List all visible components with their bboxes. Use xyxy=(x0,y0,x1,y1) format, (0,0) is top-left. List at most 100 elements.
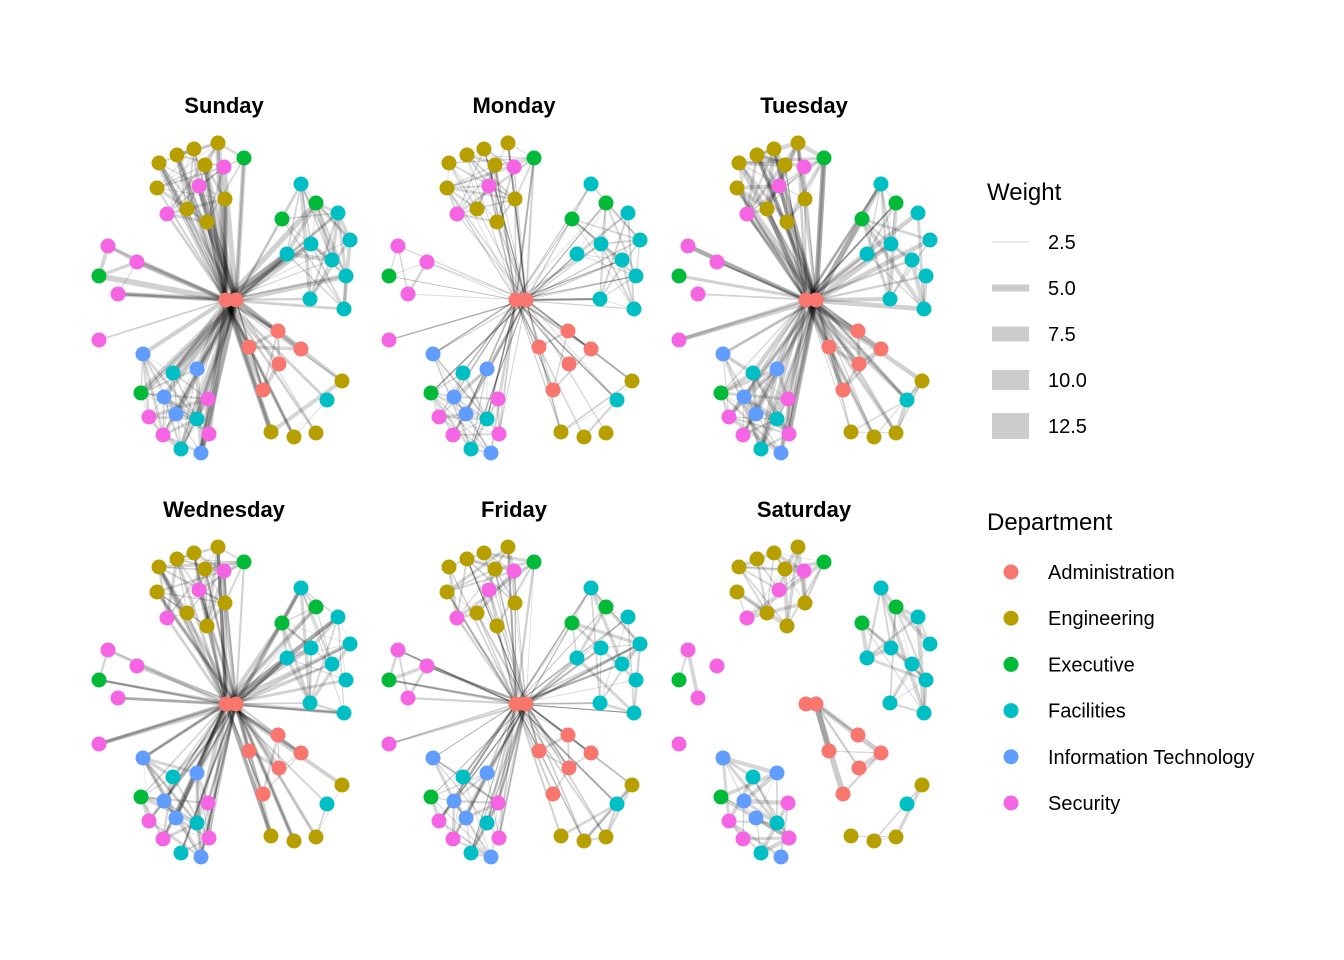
edge xyxy=(141,757,203,858)
edge xyxy=(525,561,535,705)
department-legend-title: Department xyxy=(987,509,1113,536)
edge xyxy=(815,299,875,438)
node xyxy=(816,150,832,166)
department-legend-key xyxy=(1003,703,1019,719)
edge xyxy=(525,642,641,706)
panel-title: Friday xyxy=(481,497,548,522)
node xyxy=(149,180,165,196)
edge xyxy=(576,253,623,261)
edge xyxy=(452,368,488,436)
node xyxy=(400,690,416,706)
edge xyxy=(430,392,499,400)
node xyxy=(583,176,599,192)
edge xyxy=(515,183,592,301)
edge xyxy=(456,568,496,619)
edge xyxy=(494,164,517,301)
node xyxy=(446,793,462,809)
edge xyxy=(525,703,633,786)
node xyxy=(729,180,745,196)
node xyxy=(449,206,465,222)
edge xyxy=(141,353,199,420)
edge xyxy=(308,647,313,704)
edge xyxy=(98,273,227,303)
node xyxy=(228,292,244,308)
edge xyxy=(525,298,601,301)
edge xyxy=(175,558,228,705)
edge xyxy=(805,202,897,301)
edge xyxy=(804,299,898,434)
edge xyxy=(525,299,618,401)
node xyxy=(729,584,745,600)
edge xyxy=(166,142,219,215)
edge xyxy=(197,589,238,705)
edge xyxy=(589,587,624,665)
nodes xyxy=(671,539,938,865)
node xyxy=(439,584,455,600)
node xyxy=(680,238,696,254)
node xyxy=(293,176,309,192)
node xyxy=(918,268,934,284)
node xyxy=(324,252,340,268)
edge xyxy=(234,252,289,302)
node xyxy=(821,339,837,355)
node xyxy=(479,411,495,427)
edge xyxy=(138,297,239,396)
edge xyxy=(604,605,642,646)
node xyxy=(598,425,614,441)
edge xyxy=(515,703,585,842)
edge xyxy=(140,796,209,804)
edge xyxy=(117,696,237,706)
node xyxy=(241,743,257,759)
edge xyxy=(281,218,345,310)
edge xyxy=(828,346,882,350)
edge xyxy=(438,416,500,435)
node xyxy=(191,178,207,194)
node xyxy=(745,769,761,785)
edge xyxy=(525,647,602,705)
edge xyxy=(202,164,229,301)
edge xyxy=(206,157,245,223)
edge xyxy=(431,757,456,802)
edge xyxy=(176,154,188,210)
node xyxy=(614,656,630,672)
edge xyxy=(525,622,573,705)
edge xyxy=(285,657,312,704)
edge xyxy=(456,617,517,705)
edge xyxy=(456,617,527,705)
edge xyxy=(234,702,281,770)
edge xyxy=(205,546,220,627)
node xyxy=(545,786,561,802)
node xyxy=(201,830,217,846)
edge xyxy=(225,703,302,754)
edge xyxy=(605,202,637,277)
node xyxy=(481,582,497,598)
weight-legend-title: Weight xyxy=(987,179,1062,206)
node xyxy=(458,810,474,826)
edge xyxy=(873,380,923,438)
node xyxy=(476,141,492,157)
node xyxy=(797,595,813,611)
node xyxy=(883,236,899,252)
edge xyxy=(455,558,469,619)
edge xyxy=(744,212,819,302)
edge xyxy=(525,202,607,301)
node xyxy=(598,599,614,615)
edge xyxy=(627,616,635,714)
edge xyxy=(773,552,806,604)
edge xyxy=(141,702,228,760)
edge xyxy=(430,392,492,454)
node xyxy=(308,195,324,211)
edge xyxy=(466,154,517,301)
node xyxy=(873,580,889,596)
edge xyxy=(764,208,809,301)
node xyxy=(749,147,765,163)
node xyxy=(850,323,866,339)
edge xyxy=(514,602,517,705)
edge xyxy=(720,367,778,395)
edge xyxy=(678,297,817,343)
edge xyxy=(470,299,527,450)
edge xyxy=(752,776,778,824)
edge xyxy=(814,701,883,756)
node xyxy=(481,178,497,194)
edge xyxy=(156,165,225,190)
